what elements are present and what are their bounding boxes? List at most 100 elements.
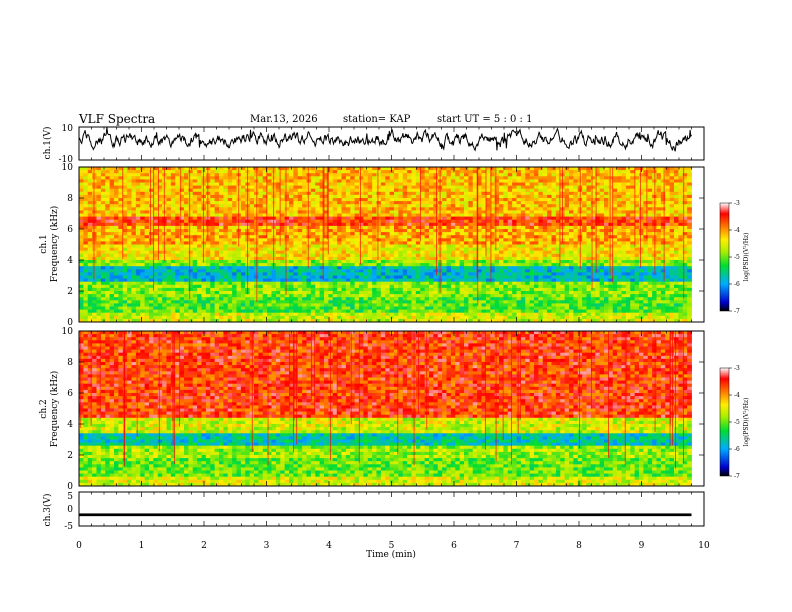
spectrogram-cell (267, 210, 272, 214)
spectrogram-cell (660, 266, 666, 270)
spectrogram-cell (590, 263, 596, 267)
spectrogram-cell (214, 260, 220, 264)
spectrogram-cell (192, 235, 198, 239)
spectrogram-cell (227, 219, 233, 224)
spectrogram-cell (188, 235, 194, 239)
spectrogram-cell (564, 244, 570, 248)
spectrogram-cell (420, 191, 426, 196)
spectrogram-cell (240, 247, 246, 252)
spectrogram-cell (236, 250, 242, 255)
spectrogram-cell (135, 229, 141, 233)
spectrogram-cell (367, 179, 373, 183)
spectrogram-cell (420, 260, 426, 264)
spectrogram-cell (249, 253, 255, 258)
spectrogram-cell (586, 170, 592, 174)
spectrogram-cell (92, 204, 97, 208)
spectrogram-cell (682, 256, 688, 261)
spectrogram-cell (219, 216, 224, 221)
spectrogram-cell (525, 185, 531, 190)
spectrogram-cell (258, 216, 264, 221)
spectrogram-cell (109, 204, 115, 208)
spectrogram-cell (262, 266, 268, 270)
spectrogram-cell (464, 185, 469, 190)
spectrogram-cell (582, 201, 587, 205)
spectrogram-cell (380, 176, 386, 180)
spectrogram-cell (678, 194, 684, 199)
spectrogram-cell (105, 238, 111, 242)
spectrogram-cell (262, 170, 268, 174)
spectrogram-cell (210, 256, 216, 261)
spectrogram-cell (280, 204, 286, 208)
spectrogram-cell (490, 188, 496, 193)
spectrogram-cell (647, 213, 653, 217)
spectrogram-cell (105, 182, 111, 186)
spectrogram-cell (131, 222, 137, 227)
spectrogram-cell (485, 232, 491, 236)
spectrogram-cell (197, 198, 202, 202)
spectrogram-cell (665, 167, 671, 171)
spectrogram-cell (398, 235, 404, 239)
spectrogram-cell (525, 244, 531, 248)
spectrogram-cell (79, 256, 84, 261)
spectrogram-cell (153, 253, 159, 258)
spectrogram-cell (354, 253, 360, 258)
spectrogram-cell (188, 182, 194, 186)
spectrogram-cell (494, 256, 500, 261)
spectrogram-cell (582, 210, 587, 214)
spectrogram-cell (192, 170, 198, 174)
spectrogram-cell (354, 225, 360, 230)
spectrogram-cell (319, 176, 325, 180)
spectrogram-cell (560, 266, 566, 270)
spectrogram-cell (595, 247, 601, 252)
spectrogram-cell (599, 191, 605, 196)
spectrogram-cell (682, 241, 688, 245)
spectrogram-cell (551, 256, 557, 261)
spectrogram-cell (503, 272, 509, 276)
spectrogram-cell (464, 194, 469, 199)
spectrogram-cell (337, 191, 342, 196)
spectrogram-cell (127, 204, 132, 208)
spectrogram-cell (415, 232, 421, 236)
spectrogram-cell (236, 247, 242, 252)
spectrogram-cell (275, 229, 281, 233)
spectrogram-cell (520, 176, 526, 180)
spectrogram-cell (184, 185, 189, 190)
spectrogram-cell (363, 173, 369, 177)
spectrogram-cell (135, 250, 141, 255)
spectrogram-cell (144, 204, 150, 208)
spectrogram-cell (490, 229, 496, 233)
spectrogram-cell (547, 232, 552, 236)
spectrogram-cell (210, 250, 216, 255)
spectrogram-cell (394, 198, 399, 202)
spectrogram-cell (232, 188, 237, 193)
spectrogram-cell (429, 173, 434, 177)
spectrogram-cell (354, 222, 360, 227)
spectrogram-cell (433, 185, 439, 190)
spectrogram-cell (79, 213, 84, 217)
spectrogram-cell (468, 207, 474, 211)
spectrogram-cell (612, 173, 618, 177)
spectrogram-cell (564, 194, 570, 199)
spectrogram-cell (345, 229, 351, 233)
spectrogram-cell (297, 191, 303, 196)
spectrogram-cell (503, 229, 509, 233)
spectrogram-cell (284, 182, 290, 186)
spectrogram-cell (166, 250, 172, 255)
spectrogram-cell (149, 191, 154, 196)
spectrogram-cell (604, 269, 609, 273)
spectrogram-cell (455, 238, 461, 242)
spectrogram-cell (258, 204, 264, 208)
spectrogram-cell (525, 170, 531, 174)
spectrogram-cell (140, 260, 146, 264)
spectrogram-cell (236, 253, 242, 258)
spectrogram-cell (302, 229, 307, 233)
spectrogram-cell (79, 188, 84, 193)
spectrogram-cell (127, 232, 132, 236)
spectrogram-cell (625, 269, 631, 273)
spectrogram-cell (678, 219, 684, 224)
spectrogram-cell (433, 225, 439, 230)
spectrogram-cell (586, 244, 592, 248)
spectrogram-cell (429, 260, 434, 264)
spectrogram-cell (687, 188, 692, 193)
spectrogram-cell (109, 198, 115, 202)
